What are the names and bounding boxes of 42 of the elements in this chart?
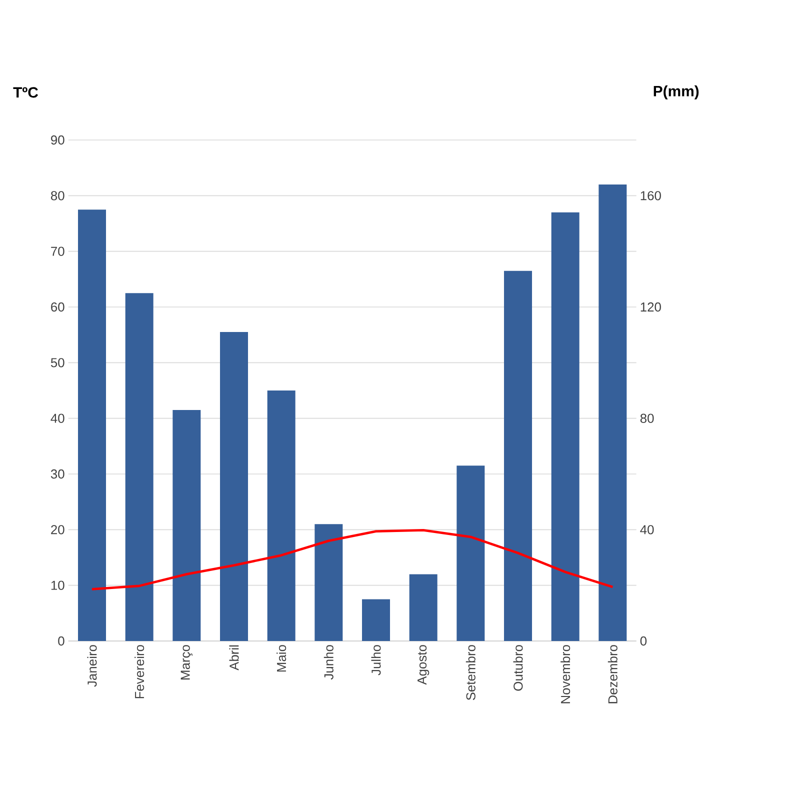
x-tick-label: Fevereiro xyxy=(134,645,144,698)
bar xyxy=(362,599,390,641)
y-tick-label: 10 xyxy=(51,580,64,590)
y-axis-title: TºC xyxy=(13,87,38,98)
bar xyxy=(125,293,154,641)
bar xyxy=(172,410,201,641)
bar xyxy=(551,212,580,641)
bar xyxy=(78,210,106,641)
x-tick-label: Agosto xyxy=(418,645,430,685)
y2-axis-title: P(mm) xyxy=(654,85,699,100)
bar xyxy=(409,574,438,641)
x-tick-label: Novembro xyxy=(560,645,570,704)
x-tick-label: Dezembro xyxy=(608,645,618,704)
bar xyxy=(314,524,343,641)
y-tick-label: 80 xyxy=(50,191,64,200)
bar xyxy=(220,332,248,641)
y2-tick-label: 120 xyxy=(640,302,661,312)
y-tick-label: 70 xyxy=(51,246,64,256)
y-tick-label: 50 xyxy=(50,358,64,368)
x-tick-label: Setembro xyxy=(466,645,476,700)
y-tick-label: 40 xyxy=(50,414,64,423)
x-tick-label: Outubro xyxy=(513,645,523,691)
y-tick-label: 90 xyxy=(51,135,64,145)
y2-tick-label: 40 xyxy=(640,525,654,534)
y-tick-label: 0 xyxy=(58,636,64,646)
x-tick-label: Maio xyxy=(276,645,286,672)
bar xyxy=(456,466,485,641)
y-tick-label: 20 xyxy=(51,525,64,534)
line-series xyxy=(90,529,614,590)
x-tick-label: Março xyxy=(180,645,192,680)
bar xyxy=(504,270,532,641)
x-tick-label: Junho xyxy=(324,645,334,680)
x-tick-label: Janeiro xyxy=(87,645,97,687)
y2-tick-label: 160 xyxy=(640,191,661,200)
y2-tick-label: 80 xyxy=(640,414,654,423)
x-tick-label: Julho xyxy=(371,645,381,676)
bar xyxy=(267,390,296,641)
y-tick-label: 60 xyxy=(51,302,64,312)
bar xyxy=(598,184,627,641)
y-tick-label: 30 xyxy=(50,469,64,479)
x-tick-label: Abril xyxy=(229,645,239,670)
y2-tick-label: 0 xyxy=(640,636,647,646)
